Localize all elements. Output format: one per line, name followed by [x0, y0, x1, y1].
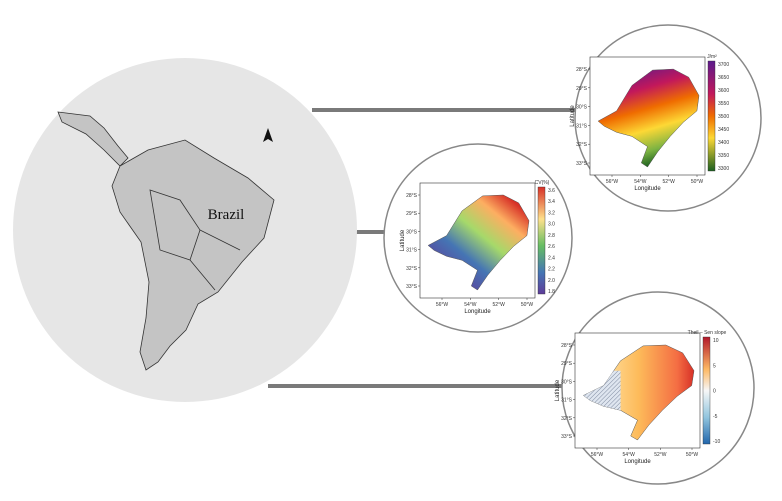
colorbar-tick-label: 3400	[718, 140, 729, 146]
lon-tick-label: 52°W	[493, 302, 506, 308]
colorbar-tick-label: 2.4	[548, 255, 555, 261]
colorbar-tick-label: 10	[713, 338, 719, 344]
colorbar-tick-label: 3650	[718, 75, 729, 81]
x-axis-label: Longitude	[634, 186, 661, 192]
map-panel: 28°S 29°S 30°S 31°S 32°S 33°S 56°W 54°W 52°W 50°W…	[555, 330, 727, 465]
colorbar-tick-label: 0	[713, 389, 716, 395]
x-axis-label: Longitude	[624, 459, 651, 465]
y-axis-label: Latitude	[570, 105, 576, 127]
colorbar-tick-label: 2.2	[548, 267, 555, 273]
legend-title: CV(%)	[535, 180, 550, 186]
lon-tick-label: 50°W	[686, 452, 699, 458]
lon-tick-label: 56°W	[436, 302, 449, 308]
colorbar-tick-label: 2.8	[548, 233, 555, 239]
lat-tick-label: 33°S	[576, 161, 588, 167]
lat-tick-label: 28°S	[406, 193, 418, 199]
lat-tick-label: 32°S	[561, 416, 573, 422]
lon-tick-label: 56°W	[591, 452, 604, 458]
y-axis-label: Latitude	[555, 379, 561, 401]
colorbar-tick-label: 3.4	[548, 199, 555, 205]
state-field	[597, 68, 700, 168]
lat-tick-label: 29°S	[561, 361, 573, 367]
colorbar-tick-label: 3350	[718, 153, 729, 159]
lat-tick-label: 32°S	[406, 266, 418, 272]
colorbar-tick-label: 3500	[718, 114, 729, 120]
colorbar-tick-label: 2.6	[548, 244, 555, 250]
colorbar-tick-label: 2.0	[548, 278, 555, 284]
lon-tick-label: 56°W	[606, 179, 619, 185]
colorbar-tick-label: 3550	[718, 101, 729, 107]
lon-tick-label: 54°W	[634, 179, 647, 185]
map-panel: 28°S 29°S 30°S 31°S 32°S 33°S 56°W 54°W 52°W 50°W…	[570, 54, 729, 192]
colorbar-tick-label: 1.8	[548, 289, 555, 295]
lon-tick-label: 54°W	[464, 302, 477, 308]
lat-tick-label: 31°S	[406, 248, 418, 254]
lat-tick-label: 33°S	[561, 434, 573, 440]
region-label: Brazil	[208, 207, 245, 223]
y-axis-label: Latitude	[400, 229, 406, 251]
colorbar-tick-label: 3300	[718, 166, 729, 172]
lat-tick-label: 32°S	[576, 142, 588, 148]
lat-tick-label: 28°S	[561, 343, 573, 349]
colorbar-tick-label: 3.6	[548, 188, 555, 194]
x-axis-label: Longitude	[464, 309, 491, 315]
north-arrow	[263, 128, 273, 142]
lat-tick-label: 30°S	[406, 229, 418, 235]
lon-tick-label: 52°W	[663, 179, 676, 185]
colorbar	[537, 186, 546, 295]
colorbar-tick-label: 3600	[718, 88, 729, 94]
lat-tick-label: 28°S	[576, 67, 588, 73]
lat-tick-label: 31°S	[561, 398, 573, 404]
lat-tick-label: 31°S	[576, 123, 588, 129]
state-field	[427, 194, 530, 291]
lon-tick-label: 54°W	[623, 452, 636, 458]
colorbar-tick-label: 5	[713, 363, 716, 369]
lon-tick-label: 52°W	[654, 452, 667, 458]
state-field	[582, 344, 695, 441]
south-america	[57, 111, 275, 371]
colorbar-tick-label: -5	[713, 414, 718, 420]
colorbar-tick-label: 3.2	[548, 210, 555, 216]
map-panel: 28°S 29°S 30°S 31°S 32°S 33°S 56°W 54°W 52°W 50°W…	[400, 180, 555, 315]
lat-tick-label: 33°S	[406, 284, 418, 290]
colorbar-tick-label: -10	[713, 439, 720, 445]
lon-tick-label: 50°W	[521, 302, 534, 308]
lat-tick-label: 30°S	[561, 379, 573, 385]
legend-title: Theil – Sen slope	[688, 330, 727, 336]
lat-tick-label: 29°S	[406, 211, 418, 217]
colorbar	[707, 60, 716, 172]
lat-tick-label: 29°S	[576, 86, 588, 92]
legend-title: J/m²	[707, 54, 717, 60]
colorbar	[702, 336, 711, 445]
panels: 28°S 29°S 30°S 31°S 32°S 33°S 56°W 54°W 52°W 50°W…	[400, 54, 729, 465]
lon-tick-label: 50°W	[691, 179, 704, 185]
colorbar-tick-label: 3450	[718, 127, 729, 133]
lat-tick-label: 30°S	[576, 105, 588, 111]
colorbar-tick-label: 3700	[718, 62, 729, 68]
colorbar-tick-label: 3.0	[548, 222, 555, 228]
